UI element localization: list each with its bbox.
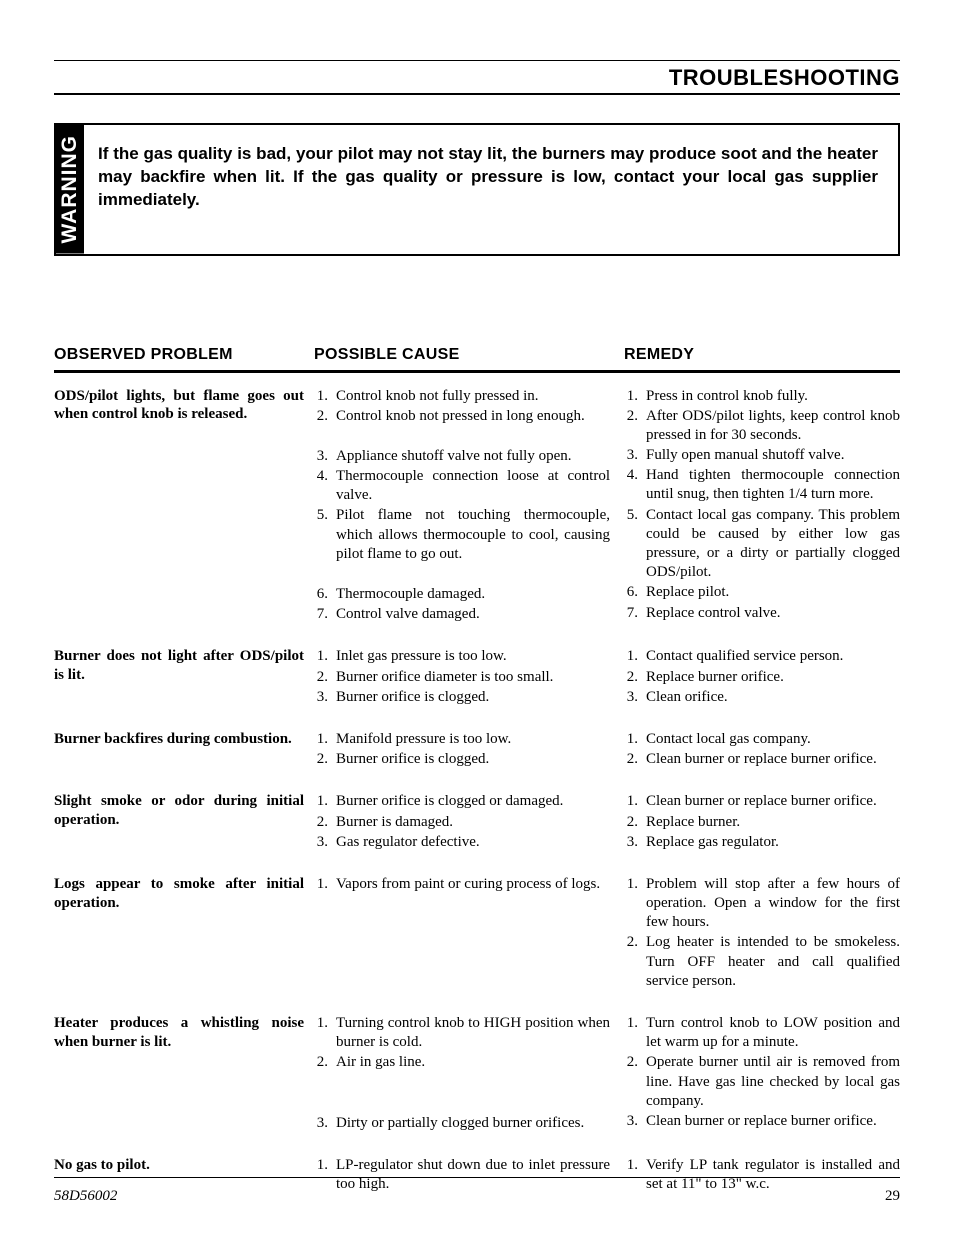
table-header: OBSERVED PROBLEM POSSIBLE CAUSE REMEDY [54,346,900,373]
troubleshooting-table-body: ODS/pilot lights, but flame goes out whe… [54,387,900,1196]
remedy: 1.Contact local gas company.2.Clean burn… [624,730,900,770]
list-item: 2.Log heater is intended to be smokeless… [624,933,900,991]
possible-cause: 1.Manifold pressure is too low.2.Burner … [314,730,624,770]
table-row: Burner backfires during combustion.1.Man… [54,730,900,770]
remedy: 1.Clean burner or replace burner orifice… [624,792,900,853]
list-item: 1.Press in control knob fully. [624,387,900,406]
list-item: 3.Clean burner or replace burner orifice… [624,1112,900,1131]
possible-cause: 1.Inlet gas pressure is too low. 2.Burner… [314,647,624,708]
table-row: ODS/pilot lights, but flame goes out whe… [54,387,900,626]
observed-problem: Logs appear to smoke after initial opera… [54,875,314,992]
list-item: 1.Contact local gas company. [624,730,900,749]
list-item: 7.Replace control valve. [624,604,900,623]
list-item: 3.Appliance shutoff valve not fully open… [314,447,610,466]
list-item: 2.Operate burner until air is removed fr… [624,1053,900,1111]
col-header-observed: OBSERVED PROBLEM [54,346,314,364]
list-item: 6.Thermocouple damaged. [314,585,610,604]
observed-problem: Slight smoke or odor during initial oper… [54,792,314,853]
list-item: 1.Clean burner or replace burner orifice… [624,792,900,811]
list-item: 2.Replace burner. [624,813,900,832]
list-item: 1.Problem will stop after a few hours of… [624,875,900,933]
list-item: 3.Burner orifice is clogged. [314,688,610,707]
list-item: 6.Replace pilot. [624,583,900,602]
col-header-remedy: REMEDY [624,346,900,364]
observed-problem: Heater produces a whistling noise when b… [54,1014,314,1134]
list-item: 1.Turning control knob to HIGH position … [314,1014,610,1052]
list-item: 3.Fully open manual shutoff valve. [624,446,900,465]
list-item: 2.Air in gas line. [314,1053,610,1072]
list-item: 2.After ODS/pilot lights, keep control k… [624,407,900,445]
list-item: 1.Contact qualified service person. [624,647,900,666]
list-item: 2.Control knob not pressed in long enoug… [314,407,610,426]
list-item: 1.Control knob not fully pressed in. [314,387,610,406]
observed-problem: Burner does not light after ODS/pilot is… [54,647,314,708]
list-item: 4.Hand tighten thermocouple connection u… [624,466,900,504]
list-item: 3.Replace gas regulator. [624,833,900,852]
list-item: 3.Gas regulator defective. [314,833,610,852]
list-item: 5.Pilot flame not touching thermocouple,… [314,506,610,564]
table-row: Slight smoke or odor during initial oper… [54,792,900,853]
list-item: 2.Clean burner or replace burner orifice… [624,750,900,769]
remedy: 1.Press in control knob fully.2.After OD… [624,387,900,626]
possible-cause: 1.Control knob not fully pressed in.2.Co… [314,387,624,626]
remedy: 1.Problem will stop after a few hours of… [624,875,900,992]
observed-problem: Burner backfires during combustion. [54,730,314,770]
page-number: 29 [885,1188,900,1205]
col-header-cause: POSSIBLE CAUSE [314,346,624,364]
doc-id: 58D56002 [54,1188,117,1205]
possible-cause: 1.Vapors from paint or curing process of… [314,875,624,992]
table-row: Heater produces a whistling noise when b… [54,1014,900,1134]
list-item: 3.Clean orifice. [624,688,900,707]
page-footer: 58D56002 29 [54,1177,900,1205]
table-row: Burner does not light after ODS/pilot is… [54,647,900,708]
list-item: 1.Inlet gas pressure is too low. [314,647,610,666]
section-heading: TROUBLESHOOTING [54,65,900,95]
list-item: 5.Contact local gas company. This proble… [624,506,900,583]
list-item: 1.Manifold pressure is too low. [314,730,610,749]
list-item: 4.Thermocouple connection loose at contr… [314,467,610,505]
list-item: 2.Burner orifice diameter is too small. [314,668,610,687]
warning-box: WARNING If the gas quality is bad, your … [54,123,900,256]
observed-problem: ODS/pilot lights, but flame goes out whe… [54,387,314,626]
possible-cause: 1.Turning control knob to HIGH position … [314,1014,624,1134]
list-item: 7.Control valve damaged. [314,605,610,624]
list-item: 1.Burner orifice is clogged or damaged. [314,792,610,811]
warning-text: If the gas quality is bad, your pilot ma… [84,125,898,254]
list-item: 2.Replace burner orifice. [624,668,900,687]
list-item: 3.Dirty or partially clogged burner orif… [314,1114,610,1133]
possible-cause: 1.Burner orifice is clogged or damaged. 2… [314,792,624,853]
warning-label: WARNING [56,125,84,254]
remedy: 1.Contact qualified service person. 2.Rep… [624,647,900,708]
list-item: 2.Burner is damaged. [314,813,610,832]
list-item: 2.Burner orifice is clogged. [314,750,610,769]
remedy: 1.Turn control knob to LOW position and … [624,1014,900,1134]
list-item: 1.Turn control knob to LOW position and … [624,1014,900,1052]
table-row: Logs appear to smoke after initial opera… [54,875,900,992]
list-item: 1.Vapors from paint or curing process of… [314,875,610,894]
